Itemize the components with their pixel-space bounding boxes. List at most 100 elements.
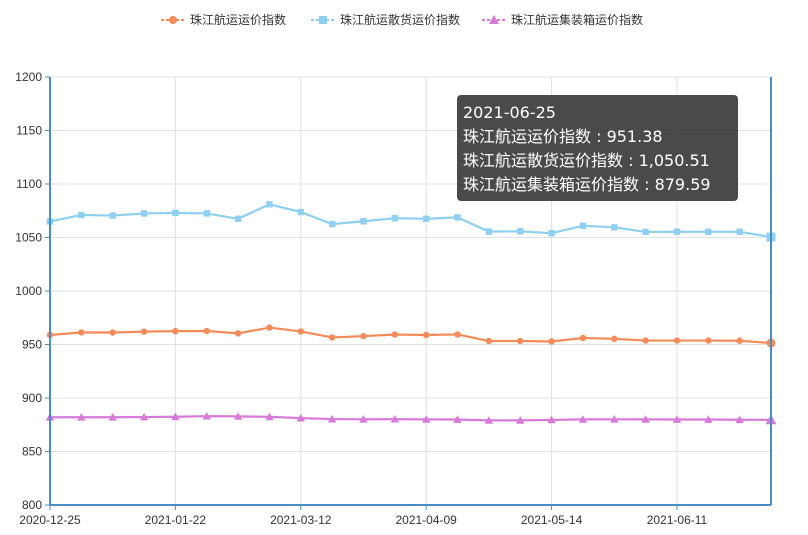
data-point-bulk-index (266, 201, 273, 208)
data-point-freight-index (266, 324, 273, 331)
data-point-freight-index (234, 330, 242, 337)
data-point-bulk-index (172, 209, 179, 217)
tooltip-line-freight: 珠江航运运价指数 : 951.38 (463, 127, 663, 146)
data-point-freight-index (328, 334, 336, 341)
tooltip-background (457, 95, 738, 201)
x-tick-label: 2021-06-11 (647, 513, 708, 527)
square-marker-icon (319, 16, 327, 24)
tooltip: 2021-06-25 珠江航运运价指数 : 951.38 珠江航运散货运价指数 … (457, 95, 738, 201)
data-point-bulk-index (642, 228, 649, 236)
y-tick-label: 850 (22, 445, 42, 459)
data-point-freight-index (297, 328, 304, 335)
legend-item-bulk-index[interactable]: 珠江航运散货运价指数 (311, 12, 460, 27)
series-line-freight-index (49, 326, 772, 345)
data-point-freight-index (109, 329, 116, 336)
data-point-container-index (704, 415, 713, 423)
data-point-container-index (171, 412, 180, 421)
x-tick-label: 2021-04-09 (395, 513, 457, 527)
data-point-bulk-index (297, 208, 304, 216)
tooltip-line-container: 珠江航运集装箱运价指数 : 879.59 (463, 175, 711, 194)
y-tick-label: 1000 (15, 284, 42, 298)
legend-label: 珠江航运散货运价指数 (340, 12, 460, 27)
grid (49, 76, 771, 506)
y-tick-label: 1200 (15, 70, 42, 84)
series-freight-index (46, 324, 776, 348)
data-point-container-index (233, 412, 243, 420)
data-point-container-index (610, 415, 619, 423)
data-point-bulk-index (328, 220, 336, 228)
data-point-container-index (421, 415, 431, 423)
data-point-bulk-index (391, 215, 399, 222)
data-point-bulk-index (548, 230, 555, 237)
data-point-freight-index (517, 337, 524, 345)
data-point-freight-index (203, 327, 210, 335)
data-point-freight-index (360, 332, 367, 340)
y-tick-label: 900 (22, 391, 42, 405)
data-point-freight-index (140, 328, 148, 335)
data-point-bulk-index (140, 210, 148, 217)
series-line-container-index (50, 415, 772, 422)
data-point-container-index (735, 415, 744, 424)
data-point-bulk-index (611, 224, 618, 231)
data-point-container-index (139, 412, 149, 421)
data-point-bulk-index (517, 228, 524, 235)
data-point-freight-index (642, 337, 649, 344)
x-tick-label: 2021-03-12 (270, 513, 332, 527)
y-tick-label: 800 (22, 498, 42, 512)
data-point-container-index (77, 413, 86, 421)
data-point-freight-index (736, 337, 743, 344)
data-point-bulk-index (78, 211, 85, 219)
data-point-bulk-index (673, 228, 681, 235)
y-tick-label: 1050 (15, 231, 42, 245)
x-tick-label: 2020-12-25 (19, 513, 81, 527)
data-point-freight-index (422, 331, 430, 339)
data-point-freight-index (172, 327, 179, 335)
data-point-container-index (202, 411, 211, 420)
data-point-freight-index (485, 337, 493, 345)
series-bulk-index (46, 201, 776, 242)
legend-item-container-index[interactable]: 珠江航运集装箱运价指数 (482, 12, 643, 27)
data-point-container-index (359, 415, 368, 423)
data-point-freight-index (673, 337, 681, 344)
tooltip-date: 2021-06-25 (463, 103, 556, 122)
legend-label: 珠江航运集装箱运价指数 (511, 12, 643, 27)
legend-label: 珠江航运运价指数 (190, 12, 286, 27)
data-point-bulk-index (579, 222, 587, 229)
legend: 珠江航运运价指数 珠江航运散货运价指数 珠江航运集装箱运价指数 (161, 12, 643, 27)
data-point-bulk-index (705, 228, 712, 236)
data-point-container-index (390, 414, 400, 423)
data-point-bulk-index (109, 212, 116, 219)
data-point-bulk-index (454, 214, 461, 221)
circle-marker-icon (169, 16, 177, 24)
series-container-index (45, 411, 777, 425)
data-point-freight-index (611, 335, 618, 343)
data-point-freight-index (548, 338, 555, 345)
data-point-bulk-index (422, 215, 430, 222)
data-point-container-index (108, 413, 117, 421)
series-line-bulk-index (49, 203, 772, 239)
data-point-container-index (516, 416, 525, 424)
y-tick-label: 1150 (16, 124, 42, 138)
legend-item-freight-index[interactable]: 珠江航运运价指数 (161, 12, 286, 27)
x-tick-label: 2021-01-22 (145, 513, 207, 527)
tooltip-line-bulk: 珠江航运散货运价指数 : 1,050.51 (463, 151, 710, 170)
series-group (45, 201, 777, 425)
data-point-container-index (296, 413, 305, 422)
data-point-bulk-index (485, 228, 493, 235)
x-tick-label: 2021-05-14 (521, 513, 583, 527)
data-point-container-index (327, 414, 337, 423)
data-point-container-index (547, 415, 556, 424)
data-point-container-index (641, 415, 650, 423)
y-tick-label: 950 (22, 338, 42, 352)
data-point-freight-index (454, 331, 461, 338)
data-point-container-index (578, 415, 588, 423)
data-point-bulk-index (234, 215, 242, 222)
triangle-marker-icon (489, 15, 499, 24)
y-tick-label: 1100 (16, 177, 42, 191)
data-point-freight-index (78, 329, 85, 336)
data-point-bulk-index (736, 228, 743, 236)
data-point-container-index (484, 416, 494, 424)
data-point-freight-index (579, 334, 587, 342)
data-point-freight-index (705, 337, 712, 344)
